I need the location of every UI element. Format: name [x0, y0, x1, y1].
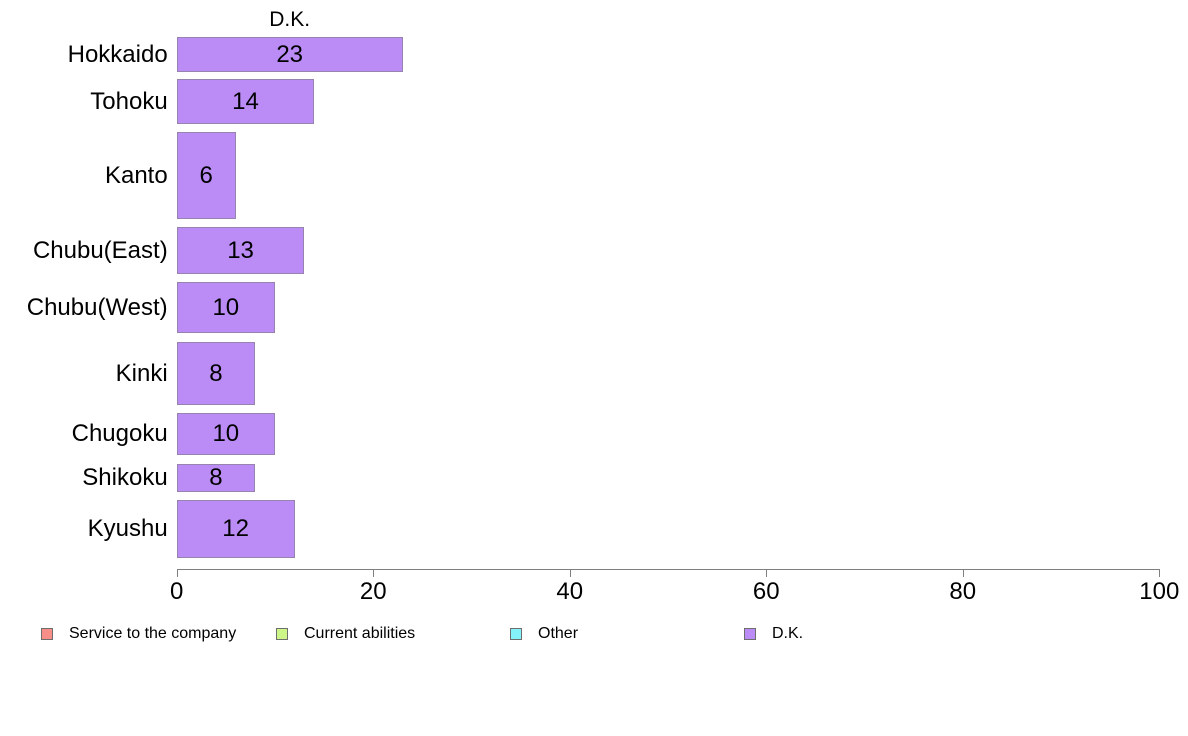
bar-value-label: 10 [212, 420, 240, 447]
category-label: Chubu(West) [26, 293, 168, 321]
category-label: Hokkaido [67, 40, 168, 68]
bar-value-label: 23 [276, 40, 304, 68]
category-label: Kanto [104, 161, 168, 189]
bar [176, 464, 256, 492]
x-axis-line [176, 569, 1161, 570]
category-label: Shikoku [82, 464, 168, 491]
legend-item-current-abilities: Current abilities [276, 622, 415, 646]
legend-label-current-abilities: Current abilities [304, 625, 416, 642]
bar-value-label: 12 [222, 515, 249, 542]
bar-value-label: 14 [232, 87, 259, 115]
bar-value-label: 8 [209, 464, 223, 491]
bar-value-label: 10 [212, 293, 240, 321]
category-label: Chugoku [71, 420, 168, 447]
bar [176, 342, 256, 405]
legend-swatch-service [41, 628, 53, 640]
category-label: Kyushu [87, 515, 168, 542]
x-axis-tick [373, 569, 375, 577]
x-axis-tick-label: 40 [556, 578, 584, 605]
legend-item-dk: D.K. [744, 622, 803, 646]
bar [176, 37, 403, 72]
legend-swatch-current-abilities [276, 628, 288, 640]
bar [176, 500, 295, 558]
category-label: Tohoku [90, 87, 168, 115]
bar [176, 79, 315, 124]
bar [176, 282, 275, 333]
x-axis-tick-label: 100 [1139, 578, 1180, 605]
legend-item-service: Service to the company [41, 622, 236, 646]
x-axis-tick [766, 569, 768, 577]
category-label: Chubu(East) [32, 236, 168, 264]
x-axis-tick [962, 569, 964, 577]
x-axis-tick-label: 20 [359, 578, 387, 605]
category-label: Kinki [115, 359, 168, 387]
legend-label-dk: D.K. [772, 625, 804, 642]
legend-swatch-dk [744, 628, 756, 640]
chart-title: D.K. [269, 8, 311, 31]
x-axis-tick-label: 0 [170, 578, 184, 605]
bar-value-label: 6 [199, 161, 213, 189]
legend-swatch-other [510, 628, 522, 640]
x-axis-tick-label: 60 [752, 578, 780, 605]
bar [176, 413, 275, 455]
legend-label-other: Other [538, 625, 579, 642]
x-axis-tick [569, 569, 571, 577]
x-axis-tick-label: 80 [949, 578, 977, 605]
x-axis-tick [176, 569, 178, 577]
bar [176, 227, 305, 274]
bar-value-label: 8 [209, 359, 223, 387]
bar-value-label: 13 [227, 236, 254, 264]
x-axis-tick [1159, 569, 1161, 577]
legend-label-service: Service to the company [69, 625, 237, 642]
legend-item-other: Other [510, 622, 578, 646]
bar [176, 132, 236, 219]
